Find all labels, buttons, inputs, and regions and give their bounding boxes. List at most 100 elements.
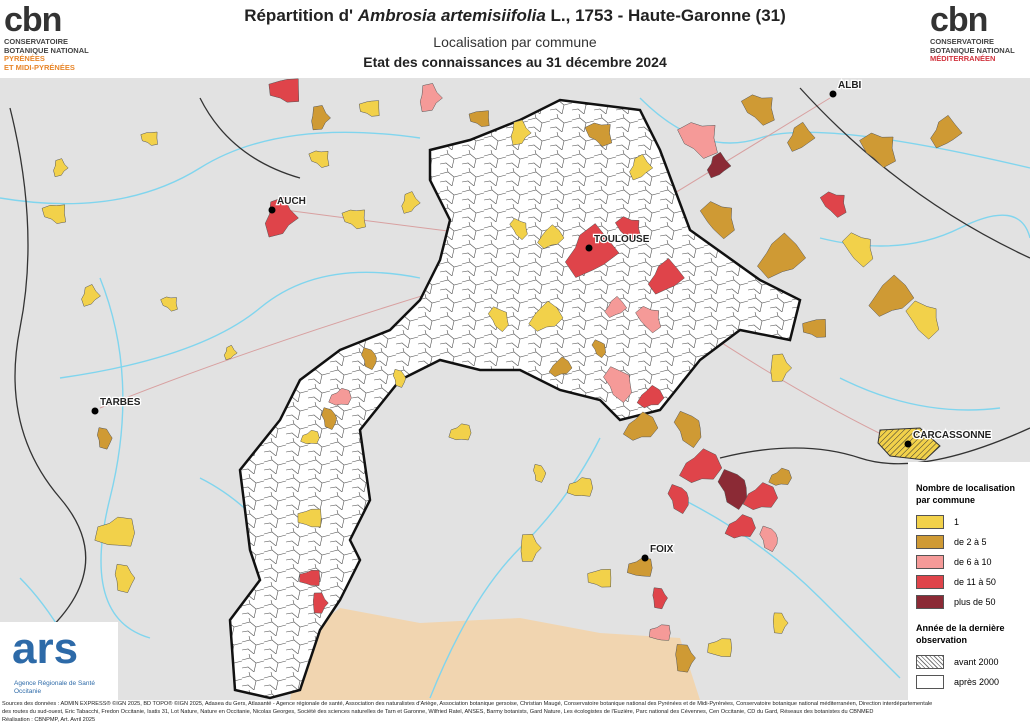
commune <box>819 191 847 218</box>
legend-item: plus de 50 <box>916 592 1030 612</box>
commune <box>652 587 668 610</box>
commune <box>321 407 337 430</box>
commune <box>41 204 66 224</box>
commune <box>81 284 101 307</box>
logo-line: CONSERVATOIRE <box>930 37 995 46</box>
commune <box>759 525 778 553</box>
city-label: TOULOUSE <box>594 234 650 245</box>
city-dot <box>268 206 276 214</box>
commune <box>401 191 421 214</box>
commune <box>311 105 331 131</box>
ars-line: Agence Régionale de Santé <box>14 680 95 687</box>
commune <box>740 94 775 126</box>
logo-line: ET MIDI-PYRÉNÉES <box>4 62 75 72</box>
commune <box>160 296 178 312</box>
commune <box>566 477 593 497</box>
commune <box>299 570 321 586</box>
logo-mark: cbn <box>930 1 988 39</box>
commune <box>707 638 732 657</box>
ars-mark: ars <box>12 624 79 673</box>
legend-item: après 2000 <box>916 672 1030 692</box>
legend-years: avant 2000 après 2000 <box>908 652 1030 692</box>
logo-line: CONSERVATOIRE <box>4 37 69 46</box>
commune <box>648 624 671 641</box>
commune <box>717 469 747 510</box>
commune <box>770 353 793 382</box>
commune <box>548 356 573 377</box>
commune <box>537 224 565 249</box>
logo-mark: cbn <box>4 1 62 39</box>
commune <box>930 114 963 149</box>
legend-item: avant 2000 <box>916 652 1030 672</box>
commune <box>587 568 612 588</box>
commune <box>328 388 352 406</box>
commune <box>699 201 735 240</box>
commune <box>392 368 406 388</box>
commune <box>53 158 69 177</box>
commune <box>94 516 135 547</box>
commune <box>677 122 718 159</box>
commune <box>487 306 509 333</box>
commune <box>223 344 238 361</box>
commune <box>667 484 689 515</box>
commune <box>706 151 732 179</box>
city-label: FOIX <box>650 544 674 555</box>
city-dot <box>91 407 99 415</box>
commune <box>308 150 330 168</box>
commune <box>675 644 696 673</box>
commune <box>647 258 685 295</box>
commune <box>859 132 896 168</box>
commune <box>509 218 528 241</box>
commune <box>768 467 792 486</box>
commune <box>341 209 366 230</box>
title-part: L., 1753 - Haute-Garonne (31) <box>545 6 786 25</box>
commune <box>603 366 632 403</box>
ars-logo: ars Agence Régionale de Santé Occitanie <box>0 622 118 700</box>
city-dot <box>829 90 837 98</box>
legend-item: de 2 à 5 <box>916 532 1030 552</box>
subtitle: Localisation par commune <box>433 34 597 50</box>
commune <box>905 300 940 340</box>
logo-line: MÉDITERRANÉEN <box>930 54 996 63</box>
legend-item: de 6 à 10 <box>916 552 1030 572</box>
commune <box>679 448 723 483</box>
commune <box>300 429 320 445</box>
logo-line: PYRÉNÉES <box>4 54 45 63</box>
city-label: AUCH <box>277 196 306 207</box>
sources: Sources des données : ADMIN EXPRESS® ©IG… <box>2 700 1028 724</box>
logo-line: BOTANIQUE NATIONAL <box>4 45 89 55</box>
commune <box>636 384 665 409</box>
legend-swatch <box>916 655 944 669</box>
city-dot <box>585 244 593 252</box>
commune <box>802 319 826 338</box>
commune <box>584 122 613 147</box>
department-borders <box>9 87 1030 639</box>
commune <box>841 232 874 268</box>
commune <box>468 110 490 127</box>
legend-swatch <box>916 555 944 569</box>
commune <box>140 131 158 146</box>
legend-label: après 2000 <box>954 677 1000 687</box>
spain <box>290 608 700 700</box>
commune <box>673 410 702 449</box>
title-species: Ambrosia artemisiifolia <box>357 6 546 25</box>
legend-item: de 11 à 50 <box>916 572 1030 592</box>
commune <box>635 306 662 334</box>
legend-year-title: Année de la dernière observation <box>916 623 1005 645</box>
commune <box>629 153 654 181</box>
legend-swatch <box>916 535 944 549</box>
legend-swatch <box>916 515 944 529</box>
commune <box>297 508 322 528</box>
commune <box>528 300 564 332</box>
commune <box>591 339 606 359</box>
city-label: CARCASSONNE <box>913 430 992 441</box>
legend-label: de 6 à 10 <box>954 557 992 567</box>
commune <box>772 612 789 634</box>
logo-left: cbn CONSERVATOIRE BOTANIQUE NATIONAL PYR… <box>4 2 89 72</box>
legend-swatch <box>916 575 944 589</box>
date: Etat des connaissances au 31 décembre 20… <box>363 54 667 70</box>
commune <box>97 427 113 450</box>
commune <box>564 223 620 278</box>
commune <box>757 232 807 279</box>
legend-label: de 2 à 5 <box>954 537 987 547</box>
